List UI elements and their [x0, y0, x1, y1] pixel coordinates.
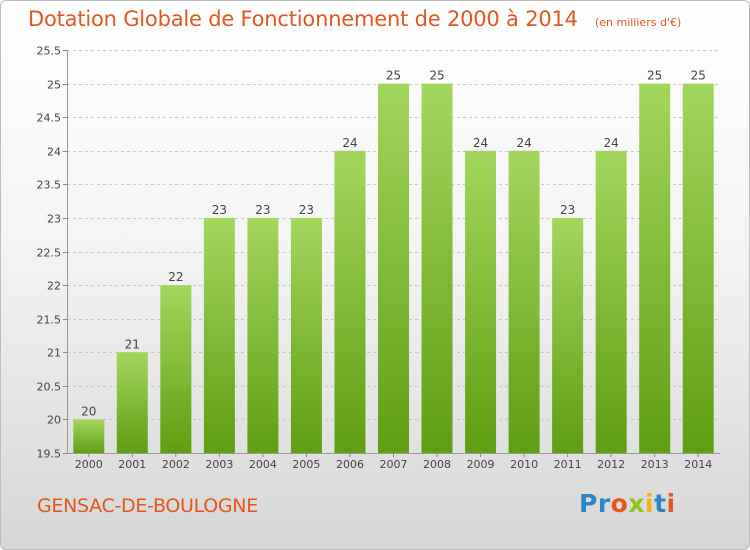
data-label: 25 — [429, 69, 444, 83]
bar-2013 — [639, 83, 671, 453]
data-label: 25 — [647, 69, 662, 83]
bar-2008 — [421, 83, 453, 453]
y-tick-label: 22 — [47, 280, 61, 293]
y-tick-label: 24.5 — [37, 112, 62, 125]
x-tick-label: 2013 — [641, 458, 669, 471]
proxiti-logo: Proxiti — [579, 489, 676, 518]
bar-2001 — [116, 352, 148, 453]
data-label: 24 — [604, 136, 619, 150]
x-tick-label: 2006 — [336, 458, 364, 471]
x-tick-label: 2009 — [467, 458, 495, 471]
data-label: 23 — [255, 203, 270, 217]
y-tick-label: 19.5 — [37, 448, 62, 461]
x-tick-label: 2008 — [423, 458, 451, 471]
x-tick-label: 2010 — [510, 458, 538, 471]
chart-subtitle: (en milliers d'€) — [594, 16, 682, 29]
bar-2009 — [465, 150, 497, 453]
x-tick-label: 2004 — [249, 458, 277, 471]
data-label: 24 — [516, 136, 531, 150]
bar-2011 — [552, 217, 584, 453]
logo-letter: P — [579, 489, 598, 518]
bar-2004 — [247, 217, 279, 453]
y-tick-label: 21 — [47, 347, 61, 360]
data-label: 23 — [560, 203, 575, 217]
logo-letter: t — [654, 489, 667, 518]
bar-2010 — [508, 150, 540, 453]
axis-layer: 19.5 20 20.5 21 21.5 22 22.5 23 23.5 24 24.5 25 25.5 — [37, 45, 720, 461]
y-tick-label: 21.5 — [37, 314, 62, 327]
bar-2014 — [682, 83, 714, 453]
y-tick-label: 23 — [47, 213, 61, 226]
logo-letter: o — [610, 489, 629, 518]
x-tick-label: 2001 — [118, 458, 146, 471]
x-tick-label: 2011 — [554, 458, 582, 471]
bar-2012 — [595, 150, 627, 453]
bar-2000 — [73, 419, 105, 453]
y-tick-label: 23.5 — [37, 179, 62, 192]
x-tick-label: 2014 — [684, 458, 712, 471]
logo-letter: i — [666, 489, 676, 518]
bar-2005 — [290, 217, 322, 453]
data-label: 25 — [691, 69, 706, 83]
location-name: GENSAC-DE-BOULOGNE — [37, 495, 258, 517]
bars-layer — [73, 83, 714, 453]
logo-letter: i — [645, 489, 655, 518]
logo-letter: x — [628, 489, 645, 518]
data-label: 25 — [386, 69, 401, 83]
data-label: 24 — [342, 136, 357, 150]
chart-title: Dotation Globale de Fonctionnement de 20… — [28, 7, 578, 31]
bar-2007 — [378, 83, 409, 453]
x-tick-label: 2012 — [597, 458, 625, 471]
bar-2003 — [203, 217, 235, 453]
bar-2006 — [334, 150, 366, 453]
y-tick-label: 24 — [47, 146, 61, 159]
y-tick-label: 25 — [47, 79, 61, 92]
y-tick-label: 25.5 — [37, 45, 62, 58]
x-tick-label: 2005 — [292, 458, 320, 471]
bar-2002 — [160, 285, 192, 453]
logo-letter: r — [597, 489, 611, 518]
data-label: 23 — [299, 203, 314, 217]
y-tick-label: 22.5 — [37, 247, 62, 260]
data-label: 23 — [212, 203, 227, 217]
labels-layer: 20 2000 21 2001 22 2002 23 2003 23 2004 23 2005 24 20… — [75, 69, 712, 471]
data-label: 20 — [81, 404, 96, 418]
title-row: Dotation Globale de Fonctionnement de 20… — [28, 7, 681, 31]
y-tick-label: 20.5 — [37, 381, 62, 394]
data-label: 21 — [125, 337, 140, 351]
x-tick-label: 2000 — [75, 458, 103, 471]
x-tick-label: 2007 — [380, 458, 408, 471]
x-tick-label: 2003 — [205, 458, 233, 471]
data-label: 24 — [473, 136, 488, 150]
x-tick-label: 2002 — [162, 458, 190, 471]
y-tick-label: 20 — [47, 414, 61, 427]
data-label: 22 — [168, 270, 183, 284]
